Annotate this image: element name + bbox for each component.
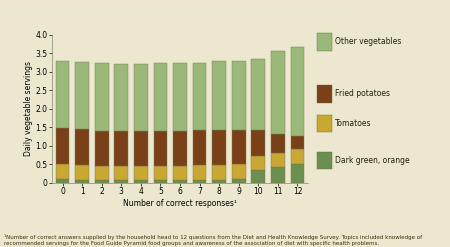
Text: Fried potatoes: Fried potatoes: [335, 89, 390, 98]
Bar: [232, 130, 246, 164]
Text: Other vegetables: Other vegetables: [335, 38, 401, 46]
Bar: [56, 61, 69, 128]
Bar: [173, 180, 187, 183]
Bar: [193, 63, 207, 130]
Bar: [95, 180, 108, 183]
Bar: [232, 164, 246, 179]
Bar: [95, 166, 108, 180]
Bar: [75, 62, 89, 129]
Bar: [95, 63, 108, 131]
Bar: [232, 179, 246, 183]
Bar: [173, 131, 187, 166]
Bar: [212, 61, 226, 130]
Bar: [114, 180, 128, 183]
Text: Consumers with more dietary knowledge eat a more nutritious mix of vegetables: Consumers with more dietary knowledge ea…: [4, 9, 347, 18]
X-axis label: Number of correct responses¹: Number of correct responses¹: [123, 199, 237, 208]
Bar: [271, 167, 285, 183]
Bar: [75, 180, 89, 183]
Bar: [134, 166, 148, 180]
Bar: [212, 180, 226, 183]
Bar: [252, 59, 265, 130]
Text: Dark green, orange: Dark green, orange: [335, 156, 410, 165]
Bar: [252, 156, 265, 170]
Bar: [75, 129, 89, 165]
Text: ¹Number of correct answers supplied by the household head to 12 questions from t: ¹Number of correct answers supplied by t…: [4, 234, 423, 246]
Bar: [232, 61, 246, 130]
Bar: [56, 179, 69, 183]
Bar: [271, 134, 285, 153]
Bar: [95, 131, 108, 166]
Bar: [173, 63, 187, 131]
Bar: [114, 64, 128, 131]
Bar: [75, 165, 89, 180]
Y-axis label: Daily vegetable servings: Daily vegetable servings: [24, 61, 33, 156]
Bar: [271, 153, 285, 167]
Bar: [291, 136, 304, 149]
Text: Tomatoes: Tomatoes: [335, 119, 372, 128]
Bar: [56, 164, 69, 179]
Bar: [56, 128, 69, 164]
Bar: [153, 180, 167, 183]
Bar: [153, 131, 167, 166]
Bar: [291, 149, 304, 164]
Bar: [134, 180, 148, 183]
Bar: [153, 166, 167, 180]
Bar: [212, 165, 226, 180]
Bar: [193, 165, 207, 180]
Bar: [134, 131, 148, 166]
Bar: [212, 130, 226, 165]
Bar: [252, 170, 265, 183]
Bar: [252, 130, 265, 156]
Bar: [271, 51, 285, 134]
Bar: [291, 47, 304, 136]
Bar: [193, 180, 207, 183]
Bar: [193, 130, 207, 165]
Bar: [134, 64, 148, 131]
Bar: [173, 166, 187, 180]
Bar: [114, 131, 128, 166]
Bar: [291, 164, 304, 183]
Bar: [114, 166, 128, 180]
Bar: [153, 63, 167, 131]
